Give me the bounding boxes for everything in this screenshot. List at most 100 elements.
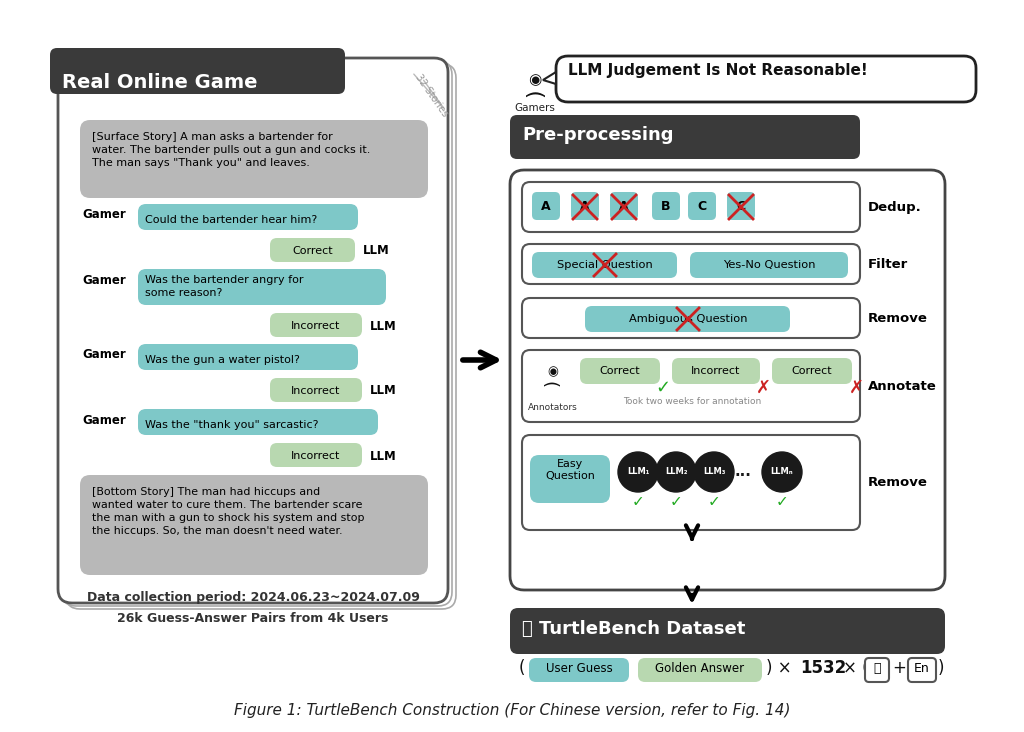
Text: Took two weeks for annotation: Took two weeks for annotation	[623, 397, 761, 406]
Text: ✗: ✗	[756, 379, 771, 397]
Text: LLM: LLM	[370, 449, 396, 463]
Text: LLM₁: LLM₁	[627, 468, 649, 477]
Text: ◉: ◉	[548, 365, 558, 378]
Circle shape	[656, 452, 696, 492]
Text: [Bottom Story] The man had hiccups and
wanted water to cure them. The bartender : [Bottom Story] The man had hiccups and w…	[92, 487, 365, 536]
FancyBboxPatch shape	[638, 658, 762, 682]
Text: LLM₃: LLM₃	[702, 468, 725, 477]
Text: LLM: LLM	[370, 384, 396, 397]
Text: En: En	[914, 662, 930, 674]
FancyBboxPatch shape	[610, 192, 638, 220]
FancyBboxPatch shape	[510, 115, 860, 159]
FancyBboxPatch shape	[652, 192, 680, 220]
Text: Filter: Filter	[868, 258, 908, 272]
Text: Incorrect: Incorrect	[291, 321, 341, 331]
Text: ✓: ✓	[632, 495, 644, 509]
Text: Incorrect: Incorrect	[291, 386, 341, 396]
FancyBboxPatch shape	[80, 475, 428, 575]
FancyBboxPatch shape	[727, 192, 755, 220]
FancyBboxPatch shape	[690, 252, 848, 278]
FancyBboxPatch shape	[585, 306, 790, 332]
Text: Special Question: Special Question	[557, 260, 653, 270]
FancyBboxPatch shape	[529, 658, 629, 682]
FancyBboxPatch shape	[865, 658, 889, 682]
Text: ◉: ◉	[528, 72, 542, 88]
FancyBboxPatch shape	[270, 378, 362, 402]
FancyBboxPatch shape	[908, 658, 936, 682]
Text: A: A	[542, 201, 551, 214]
FancyBboxPatch shape	[80, 120, 428, 198]
Text: A: A	[620, 201, 629, 214]
Text: C: C	[736, 201, 745, 214]
FancyBboxPatch shape	[58, 58, 449, 603]
Text: Correct: Correct	[600, 366, 640, 376]
Text: 1532: 1532	[800, 659, 846, 677]
Text: A: A	[581, 201, 590, 214]
FancyBboxPatch shape	[50, 48, 345, 94]
FancyBboxPatch shape	[510, 608, 945, 654]
FancyBboxPatch shape	[580, 358, 660, 384]
Text: 中: 中	[873, 662, 881, 674]
Text: Correct: Correct	[293, 246, 334, 256]
Text: × (: × (	[843, 659, 868, 677]
Text: Was the bartender angry for
some reason?: Was the bartender angry for some reason?	[145, 275, 303, 298]
Text: Gamers: Gamers	[515, 103, 555, 113]
Text: 32 Stories: 32 Stories	[414, 72, 451, 118]
Text: ): )	[544, 378, 562, 386]
FancyBboxPatch shape	[522, 182, 860, 232]
FancyBboxPatch shape	[571, 192, 599, 220]
Text: Dedup.: Dedup.	[868, 201, 922, 214]
FancyBboxPatch shape	[138, 204, 358, 230]
Text: Gamer: Gamer	[82, 348, 126, 362]
FancyBboxPatch shape	[62, 61, 452, 606]
Text: LLM Judgement Is Not Reasonable!: LLM Judgement Is Not Reasonable!	[568, 62, 867, 78]
Text: 🚀 TurtleBench Dataset: 🚀 TurtleBench Dataset	[522, 620, 745, 638]
Text: Remove: Remove	[868, 477, 928, 490]
FancyBboxPatch shape	[522, 435, 860, 530]
Text: +: +	[892, 659, 906, 677]
FancyBboxPatch shape	[522, 298, 860, 338]
Text: Incorrect: Incorrect	[291, 451, 341, 461]
FancyBboxPatch shape	[522, 244, 860, 284]
Text: ✓: ✓	[775, 495, 788, 509]
Text: ) ×: ) ×	[766, 659, 792, 677]
Circle shape	[694, 452, 734, 492]
Text: Ambiguous Question: Ambiguous Question	[629, 314, 748, 324]
FancyBboxPatch shape	[556, 56, 976, 102]
Text: Gamer: Gamer	[82, 209, 126, 222]
Text: Figure 1: TurtleBench Construction (For Chinese version, refer to Fig. 14): Figure 1: TurtleBench Construction (For …	[233, 703, 791, 717]
Text: B: B	[662, 201, 671, 214]
FancyBboxPatch shape	[688, 192, 716, 220]
Text: Could the bartender hear him?: Could the bartender hear him?	[145, 215, 317, 225]
Text: LLM: LLM	[370, 319, 396, 332]
Text: Real Online Game: Real Online Game	[62, 73, 257, 92]
FancyBboxPatch shape	[138, 409, 378, 435]
FancyBboxPatch shape	[530, 455, 610, 503]
FancyBboxPatch shape	[138, 344, 358, 370]
Text: Easy
Question: Easy Question	[545, 459, 595, 481]
FancyBboxPatch shape	[270, 238, 355, 262]
Text: User Guess: User Guess	[546, 662, 612, 674]
Circle shape	[762, 452, 802, 492]
Text: Annotate: Annotate	[868, 379, 937, 392]
Text: Gamer: Gamer	[82, 274, 126, 286]
Text: Incorrect: Incorrect	[691, 366, 740, 376]
Text: C: C	[697, 201, 707, 214]
FancyBboxPatch shape	[270, 313, 362, 337]
FancyBboxPatch shape	[270, 443, 362, 467]
Text: ✓: ✓	[670, 495, 682, 509]
Text: Yes-No Question: Yes-No Question	[723, 260, 815, 270]
FancyBboxPatch shape	[772, 358, 852, 384]
Text: Remove: Remove	[868, 313, 928, 326]
FancyBboxPatch shape	[532, 252, 677, 278]
Text: ): )	[525, 89, 545, 97]
Text: Was the gun a water pistol?: Was the gun a water pistol?	[145, 355, 300, 365]
Text: Pre-processing: Pre-processing	[522, 126, 674, 144]
Polygon shape	[543, 72, 556, 84]
FancyBboxPatch shape	[532, 192, 560, 220]
Text: ...: ...	[734, 465, 752, 479]
FancyBboxPatch shape	[522, 350, 860, 422]
Text: ✓: ✓	[708, 495, 720, 509]
Text: [Surface Story] A man asks a bartender for
water. The bartender pulls out a gun : [Surface Story] A man asks a bartender f…	[92, 132, 371, 168]
FancyBboxPatch shape	[510, 170, 945, 590]
